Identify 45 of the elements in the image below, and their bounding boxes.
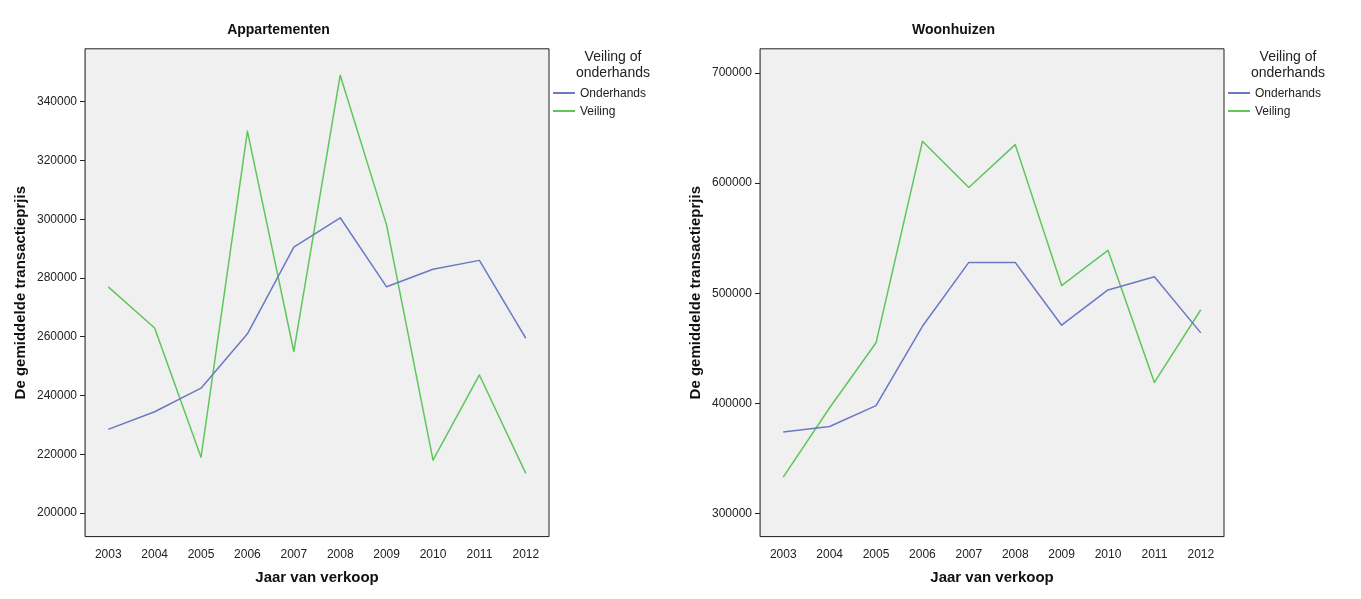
y-tick-label: 300000: [712, 505, 753, 520]
x-tick-label: 2008: [1001, 547, 1029, 562]
y-tick-label: 320000: [37, 152, 78, 167]
x-axis-title: Jaar van verkoop: [255, 568, 379, 586]
x-tick-label: 2006: [234, 547, 262, 562]
x-tick-label: 2012: [512, 547, 540, 562]
legend-label: Veiling: [580, 104, 616, 118]
x-tick-label: 2009: [1048, 547, 1076, 562]
legend-title: Veiling of onderhands: [575, 48, 651, 80]
y-tick-label: 700000: [712, 65, 753, 80]
chart-title: Appartementen: [227, 21, 330, 38]
y-tick-label: 200000: [37, 505, 78, 520]
x-tick-label: 2005: [187, 547, 215, 562]
x-tick-label: 2008: [326, 547, 354, 562]
legend-label: Onderhands: [1255, 86, 1322, 100]
y-tick-label: 500000: [712, 285, 753, 300]
y-axis-title: De gemiddelde transactieprjis: [686, 186, 704, 400]
legend-label: Veiling: [1255, 104, 1291, 118]
x-tick-label: 2003: [769, 547, 797, 562]
chart-title: Woonhuizen: [912, 21, 995, 38]
x-axis-title: Jaar van verkoop: [930, 568, 1054, 586]
y-tick-label: 600000: [712, 175, 753, 190]
legend-title: Veiling of onderhands: [1250, 48, 1326, 80]
y-tick-label: 340000: [37, 94, 78, 109]
y-tick-label: 400000: [712, 395, 753, 410]
y-tick-label: 260000: [37, 329, 78, 344]
x-tick-label: 2011: [466, 547, 493, 562]
y-tick-label: 240000: [37, 387, 78, 402]
legend-label: Onderhands: [580, 86, 647, 100]
x-tick-label: 2012: [1187, 547, 1215, 562]
x-tick-label: 2007: [955, 547, 983, 562]
x-tick-label: 2005: [862, 547, 890, 562]
x-tick-label: 2004: [141, 547, 169, 562]
x-tick-label: 2003: [94, 547, 122, 562]
y-tick-label: 300000: [37, 211, 78, 226]
x-tick-label: 2006: [909, 547, 937, 562]
x-tick-label: 2010: [419, 547, 447, 562]
x-tick-label: 2004: [816, 547, 844, 562]
y-tick-label: 220000: [37, 446, 78, 461]
x-tick-label: 2007: [280, 547, 308, 562]
x-tick-label: 2011: [1141, 547, 1168, 562]
x-tick-label: 2009: [373, 547, 401, 562]
y-tick-label: 280000: [37, 270, 78, 285]
y-axis-title: De gemiddelde transactieprjis: [11, 186, 29, 400]
x-tick-label: 2010: [1094, 547, 1122, 562]
